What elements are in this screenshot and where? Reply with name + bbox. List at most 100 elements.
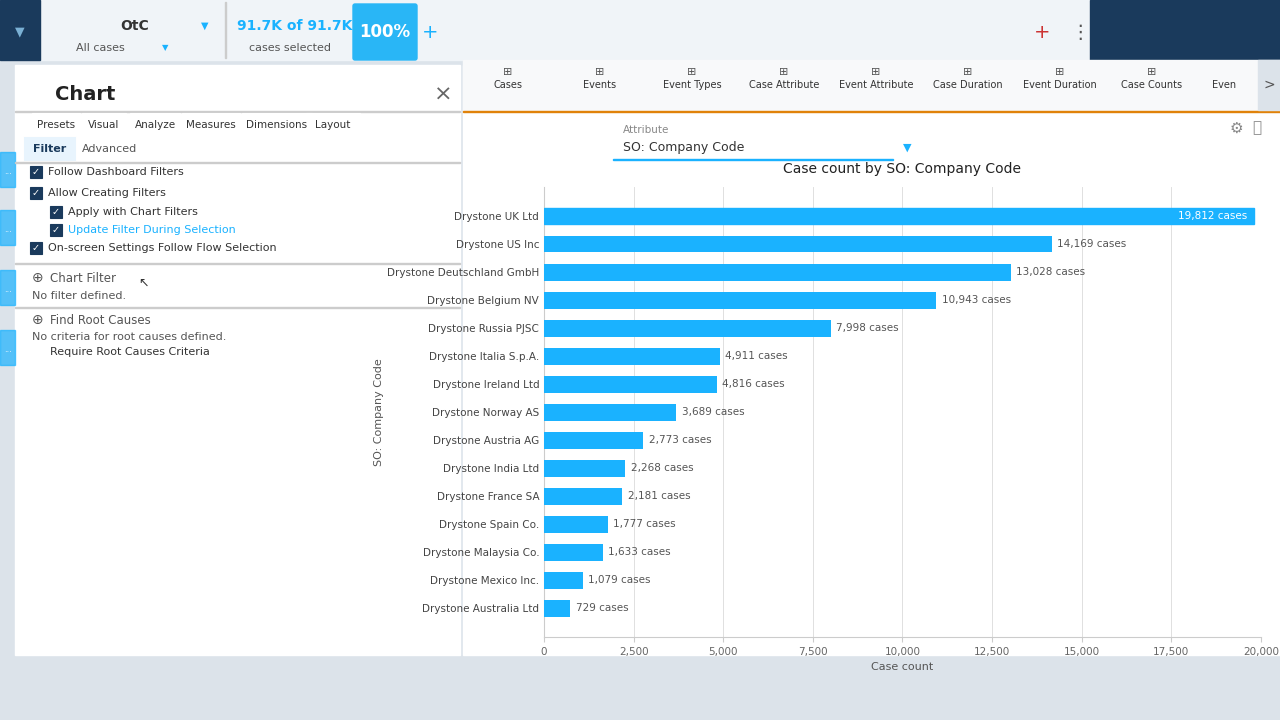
Text: Follow Dashboard Filters: Follow Dashboard Filters [49,167,184,177]
Text: Analyze: Analyze [134,120,175,130]
Bar [613,122,893,160]
Bar [463,65,1280,655]
Bar [544,460,626,477]
Text: ⋮: ⋮ [1070,22,1089,42]
Bar [15,307,460,308]
Text: Even: Even [1212,80,1236,90]
Text: Update Filter During Selection: Update Filter During Selection [68,225,236,235]
Text: Find Root Causes: Find Root Causes [50,313,151,326]
Text: 13,028 cases: 13,028 cases [1016,267,1085,277]
Text: ...: ... [4,225,12,235]
Text: 2,268 cases: 2,268 cases [631,463,694,473]
Text: Layout: Layout [315,120,351,130]
Text: 2,181 cases: 2,181 cases [627,491,690,501]
Text: Chart: Chart [55,86,115,104]
Text: 4,911 cases: 4,911 cases [726,351,788,361]
Text: 14,169 cases: 14,169 cases [1057,239,1126,249]
Text: Events: Events [584,80,617,90]
Title: Case count by SO: Company Code: Case count by SO: Company Code [783,162,1021,176]
Bar [32,346,44,358]
Bar [32,113,79,137]
Bar [544,516,608,533]
Text: 2,773 cases: 2,773 cases [649,435,712,445]
Text: 729 cases: 729 cases [576,603,628,613]
Bar [0,270,15,305]
Text: ✓: ✓ [32,243,40,253]
Text: Case Duration: Case Duration [933,80,1002,90]
Text: Chart Filter: Chart Filter [50,271,116,284]
Bar [544,207,1254,225]
Text: ▼: ▼ [902,143,911,153]
FancyBboxPatch shape [353,4,417,60]
Text: No criteria for root causes defined.: No criteria for root causes defined. [32,332,227,342]
Bar [79,138,140,160]
Bar [0,0,40,60]
Bar [463,60,1280,110]
Text: Measures: Measures [186,120,236,130]
Text: 100%: 100% [360,23,411,41]
Bar [0,152,15,187]
Text: ⊞: ⊞ [872,67,881,77]
Text: Require Root Causes Criteria: Require Root Causes Criteria [50,347,210,357]
Text: 1,777 cases: 1,777 cases [613,519,676,529]
Bar [29,242,42,254]
Text: cases selected: cases selected [250,43,332,53]
Text: ▼: ▼ [15,25,24,38]
Bar [544,292,936,309]
Text: 7,998 cases: 7,998 cases [836,323,899,333]
Bar [182,113,241,137]
Text: 10,943 cases: 10,943 cases [942,295,1011,305]
Text: ↖: ↖ [138,276,148,289]
Text: ⊞: ⊞ [1147,67,1157,77]
Text: +: + [1034,22,1051,42]
Text: Visual: Visual [88,120,120,130]
Text: Cases: Cases [494,80,522,90]
Text: ▼: ▼ [201,21,209,31]
Text: ⊞: ⊞ [503,67,513,77]
Bar [29,166,42,178]
Text: OtC: OtC [120,19,150,33]
Bar [544,376,717,392]
Bar [242,113,312,137]
Text: ×: × [434,85,452,105]
Text: ⤢: ⤢ [1252,120,1261,135]
Text: Event Attribute: Event Attribute [838,80,913,90]
Text: ⊕: ⊕ [32,313,44,327]
Bar [463,111,1280,112]
Bar [544,600,570,617]
Bar [544,544,603,561]
Text: ...: ... [4,168,12,176]
Text: ✓: ✓ [32,188,40,198]
Bar [15,263,460,264]
Text: 91.7K of 91.7K: 91.7K of 91.7K [237,19,353,33]
Text: Dimensions: Dimensions [247,120,307,130]
Text: Apply with Chart Filters: Apply with Chart Filters [68,207,198,217]
Bar [15,65,460,655]
Bar [0,210,15,245]
Text: ⊞: ⊞ [1055,67,1065,77]
Text: Case Counts: Case Counts [1121,80,1183,90]
Text: ...: ... [4,286,12,294]
Text: ⊞: ⊞ [964,67,973,77]
Bar [544,572,582,589]
Text: ✓: ✓ [52,207,60,217]
Text: ⊞: ⊞ [687,67,696,77]
Text: 19,812 cases: 19,812 cases [1178,211,1247,221]
Bar [15,111,460,112]
Bar [544,235,1052,253]
Text: 1,079 cases: 1,079 cases [588,575,650,585]
Bar [131,113,180,137]
Bar [82,113,125,137]
Text: ⊞: ⊞ [595,67,604,77]
Text: Advanced: Advanced [82,144,138,154]
Bar [26,138,76,160]
Bar [15,162,460,163]
Bar [1258,60,1280,110]
Text: ⊞: ⊞ [780,67,788,77]
Text: All cases: All cases [76,43,124,53]
Text: ✓: ✓ [52,225,60,235]
Text: ✓: ✓ [32,167,40,177]
Text: Attribute: Attribute [623,125,669,135]
Bar [50,206,61,218]
Bar [544,348,721,364]
